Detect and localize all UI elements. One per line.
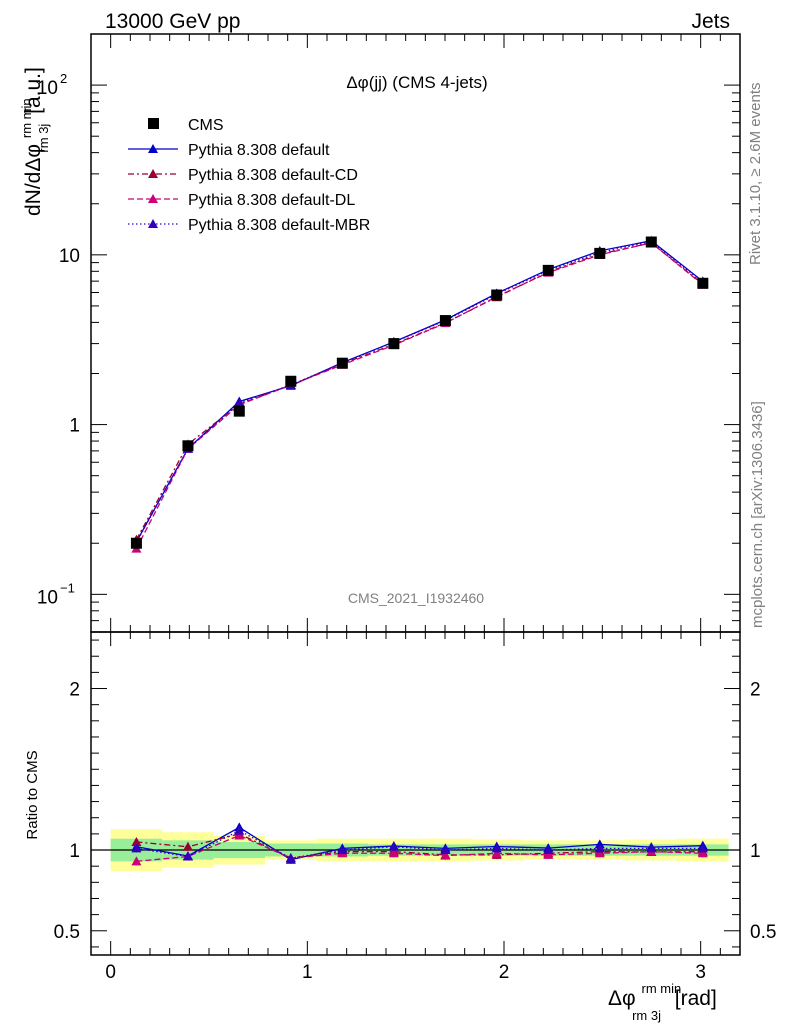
legend-label-cms: CMS [188, 117, 224, 134]
mc-curves [131, 235, 708, 866]
y-label-main: dN/dΔφ [22, 144, 45, 216]
data-points [130, 236, 709, 549]
mc-ratio-marker [491, 843, 502, 853]
mc-line-main [135, 242, 704, 540]
x-label-main: Δφ [608, 987, 636, 1010]
y-tick-label: 10 [37, 78, 58, 99]
x-tick-label: 1 [302, 962, 313, 983]
svg-text:Δφ rm min rm 3j: Δφ rm min rm 3j [rad] [608, 975, 717, 1024]
mc-line-ratio [136, 826, 703, 861]
axis-ticks [91, 33, 741, 955]
mc-ratio-marker [182, 851, 193, 861]
data-point [336, 357, 348, 369]
mc-ratio-marker [337, 845, 348, 855]
mc-ratio-marker [131, 836, 142, 846]
mc-ratio-marker [234, 830, 245, 840]
ratio-tick-label-right: 1 [750, 841, 761, 862]
legend-label: Pythia 8.308 default-CD [188, 167, 358, 184]
data-point [388, 338, 400, 350]
data-point [645, 236, 657, 248]
mc-ratio-marker [543, 849, 554, 859]
ratio-tick-label: 1 [69, 841, 80, 862]
y-tick-exponent: −1 [60, 580, 75, 595]
data-point [491, 289, 503, 301]
ratio-tick-label: 0.5 [54, 922, 80, 943]
mc-ratio-marker [440, 850, 451, 860]
rivet-version-label: Rivet 3.1.10, ≥ 2.6M events [747, 83, 764, 266]
x-label-sub: rm 3j [632, 1008, 661, 1023]
mcplots-label: mcplots.cern.ch [arXiv:1306.3436] [749, 401, 766, 628]
mc-ratio-marker [440, 845, 451, 855]
mc-marker [234, 397, 245, 407]
legend-marker [148, 194, 158, 203]
data-point [594, 247, 606, 259]
mc-line-main [135, 242, 704, 549]
x-label-unit: [rad] [675, 987, 717, 1010]
legend-label: Pythia 8.308 default-MBR [188, 217, 370, 234]
mc-ratio-marker [543, 845, 554, 855]
mc-ratio-marker [491, 848, 502, 858]
chart-title: Δφ(jj) (CMS 4-jets) [346, 73, 487, 92]
mc-ratio-marker [697, 848, 708, 858]
x-label-sup: rm min [642, 981, 682, 996]
data-point [130, 537, 142, 549]
legend-marker [148, 219, 158, 228]
y-axis-label: dN/dΔφ rm min rm 3j [a.u.] [13, 67, 53, 216]
y-tick-exponent: 2 [60, 71, 67, 86]
mc-ratio-marker [697, 843, 708, 853]
legend-label: Pythia 8.308 default [188, 142, 330, 159]
x-tick-label: 3 [695, 962, 706, 983]
mc-ratio-marker [594, 848, 605, 858]
data-point [285, 375, 297, 387]
mc-line-main [135, 240, 704, 543]
x-tick-label: 2 [499, 962, 510, 983]
ratio-plot-frame [90, 631, 741, 956]
mc-ratio-marker [388, 848, 399, 858]
legend-marker [148, 169, 158, 178]
ratio-y-label: Ratio to CMS [24, 750, 41, 839]
mc-ratio-marker [594, 843, 605, 853]
ratio-tick-label-right: 0.5 [750, 922, 776, 943]
mc-ratio-marker [131, 843, 142, 853]
y-label-sub: rm 3j [36, 124, 51, 153]
y-label-sup: rm min [19, 98, 34, 138]
legend-marker [148, 144, 158, 153]
y-tick-label: 10 [59, 246, 80, 267]
legend-mc-entries: Pythia 8.308 default Pythia 8.308 default… [128, 142, 370, 234]
legend-label: Pythia 8.308 default-DL [188, 192, 355, 209]
data-point [182, 440, 194, 452]
mc-ratio-marker [646, 843, 657, 853]
x-tick-label: 0 [105, 962, 116, 983]
x-axis-label: Δφ rm min rm 3j [rad] [608, 975, 717, 1024]
y-label-unit: [a.u.] [22, 67, 45, 114]
legend-marker-cms [148, 118, 159, 129]
data-point [439, 315, 451, 327]
analysis-id: CMS_2021_I1932460 [348, 590, 484, 606]
header-right: Jets [691, 10, 730, 33]
mc-ratio-marker [234, 825, 245, 835]
ratio-tick-label-right: 2 [750, 680, 761, 701]
svg-text:dN/dΔφ rm min rm 3: dN/dΔφ rm min rm 3j [a.u.] [13, 67, 53, 216]
mc-line-ratio [136, 834, 703, 862]
mc-line-ratio [136, 833, 703, 859]
mc-ratio-marker [182, 841, 193, 851]
y-tick-label: 1 [69, 416, 80, 437]
data-point [233, 405, 245, 417]
data-point [542, 264, 554, 276]
y-tick-label: 10 [37, 587, 58, 608]
header-left: 13000 GeV pp [105, 10, 240, 33]
mc-ratio-marker [131, 856, 142, 866]
mc-line-main [135, 240, 704, 543]
data-point [697, 277, 709, 289]
mc-ratio-marker [285, 853, 296, 863]
mc-line-ratio [136, 829, 703, 859]
ratio-tick-label: 2 [69, 680, 80, 701]
mc-ratio-marker [388, 841, 399, 851]
